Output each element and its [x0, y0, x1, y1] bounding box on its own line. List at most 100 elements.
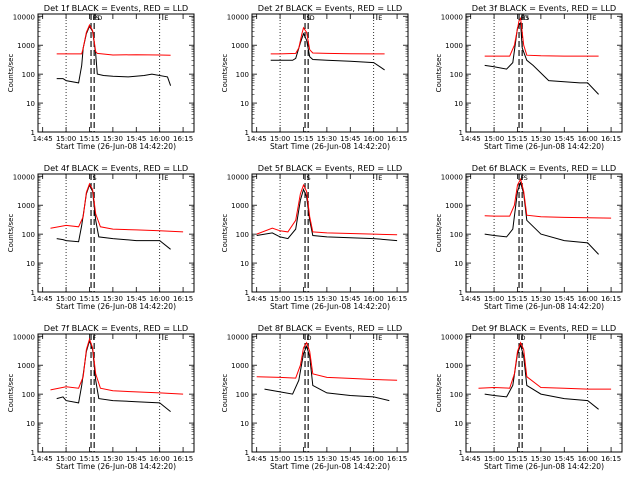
x-tick-label: 15:15 [507, 455, 527, 463]
x-tick-label: 14:45 [33, 135, 53, 143]
x-axis-label: Start Time (26-Jun-08 14:42:20) [270, 462, 390, 471]
series-lld-line [56, 23, 171, 56]
orbit-marker-label: D [97, 14, 102, 22]
y-tick-label: 1 [31, 289, 35, 297]
orbit-marker-label: E [592, 334, 596, 342]
y-tick-label: 1 [459, 289, 463, 297]
series-events-line [484, 21, 599, 95]
orbit-marker-label: S [525, 14, 529, 22]
y-tick-label: 10 [240, 420, 249, 428]
y-tick-label: 100 [450, 71, 463, 79]
x-tick-label: 15:45 [126, 295, 146, 303]
y-tick-label: 1 [459, 449, 463, 457]
x-tick-label: 15:45 [340, 135, 360, 143]
x-tick-label: 15:00 [56, 455, 76, 463]
x-tick-label: 15:00 [484, 135, 504, 143]
x-tick-label: 15:00 [484, 455, 504, 463]
y-tick-label: 10000 [13, 333, 35, 341]
x-tick-label: 15:30 [317, 455, 337, 463]
panel-4: Det 4f BLACK = Events, RED = LLD 1 10 100 10… [7, 163, 195, 311]
x-tick-label: 15:00 [484, 295, 504, 303]
y-tick-label: 10 [454, 420, 463, 428]
series-lld-line [484, 16, 599, 57]
x-tick-label: 14:45 [461, 135, 481, 143]
x-tick-label: 15:45 [340, 455, 360, 463]
x-tick-label: 15:00 [56, 295, 76, 303]
x-axis-label: Start Time (26-Jun-08 14:42:20) [484, 142, 604, 151]
series-events-line [56, 183, 171, 250]
panel-title: Det 5f BLACK = Events, RED = LLD [258, 163, 402, 173]
orbit-marker-label: S [307, 14, 311, 22]
panel-title: Det 2f BLACK = Events, RED = LLD [258, 3, 402, 13]
x-tick-label: 16:00 [578, 455, 598, 463]
x-tick-label: 16:15 [387, 135, 407, 143]
y-tick-label: 10 [240, 260, 249, 268]
x-tick-label: 15:30 [103, 135, 123, 143]
orbit-marker-label: E [164, 334, 168, 342]
y-tick-label: 1000 [231, 362, 249, 370]
x-axis-label: Start Time (26-Jun-08 14:42:20) [270, 142, 390, 151]
series-events-line [56, 25, 172, 86]
panel-5: Det 5f BLACK = Events, RED = LLD 1 10 100 10… [221, 163, 409, 311]
x-tick-label: 16:00 [150, 455, 170, 463]
series-events-line [270, 32, 385, 71]
x-axis-label: Start Time (26-Jun-08 14:42:20) [56, 462, 176, 471]
orbit-marker-label: S [524, 174, 528, 182]
x-tick-label: 14:45 [33, 455, 53, 463]
plot-frame [37, 173, 195, 293]
plot-frame [251, 173, 409, 293]
panel-6: Det 6f BLACK = Events, RED = LLD 1 10 100 10… [435, 163, 623, 311]
y-tick-label: 10 [26, 260, 35, 268]
y-tick-label: 100 [22, 71, 35, 79]
y-tick-label: 1 [459, 129, 463, 137]
x-tick-label: 15:45 [554, 455, 574, 463]
y-axis-label: Counts/sec [7, 214, 15, 253]
x-tick-label: 15:45 [554, 295, 574, 303]
x-tick-label: 16:15 [173, 135, 193, 143]
y-tick-label: 10000 [227, 13, 249, 21]
x-tick-label: 16:15 [173, 455, 193, 463]
y-tick-label: 1000 [231, 202, 249, 210]
x-tick-label: 15:00 [56, 135, 76, 143]
y-tick-label: 10000 [13, 13, 35, 21]
y-axis-label: Counts/sec [221, 54, 229, 93]
x-axis-label: Start Time (26-Jun-08 14:42:20) [484, 302, 604, 311]
y-tick-label: 1 [245, 289, 249, 297]
y-tick-label: 1000 [445, 362, 463, 370]
plot-frame [251, 13, 409, 133]
y-tick-label: 1000 [17, 42, 35, 50]
series-events-line [484, 181, 599, 255]
y-tick-label: 100 [22, 231, 35, 239]
x-tick-label: 16:00 [364, 135, 384, 143]
x-tick-label: 16:15 [387, 455, 407, 463]
x-tick-label: 16:00 [364, 295, 384, 303]
y-tick-label: 10 [26, 100, 35, 108]
x-tick-label: 15:15 [507, 135, 527, 143]
x-tick-label: 15:30 [103, 295, 123, 303]
x-tick-label: 14:45 [247, 135, 267, 143]
x-tick-label: 15:30 [103, 455, 123, 463]
y-tick-label: 10000 [227, 173, 249, 181]
orbit-marker-label: E [164, 174, 168, 182]
x-axis-label: Start Time (26-Jun-08 14:42:20) [56, 302, 176, 311]
panel-title: Det 8f BLACK = Events, RED = LLD [258, 323, 402, 333]
y-tick-label: 100 [22, 391, 35, 399]
x-tick-label: 15:00 [270, 135, 290, 143]
x-tick-label: 15:45 [126, 135, 146, 143]
x-tick-label: 15:30 [317, 295, 337, 303]
series-lld-line [50, 182, 184, 233]
y-tick-label: 1000 [231, 42, 249, 50]
y-tick-label: 100 [236, 231, 249, 239]
x-tick-label: 16:15 [601, 295, 621, 303]
y-tick-label: 1 [31, 449, 35, 457]
x-tick-label: 15:15 [293, 295, 313, 303]
x-tick-label: 14:45 [247, 455, 267, 463]
orbit-marker-label: D [307, 334, 312, 342]
orbit-marker-label: E [378, 334, 382, 342]
panel-3: Det 3f BLACK = Events, RED = LLD 1 10 100 10… [435, 3, 623, 151]
plot-frame [37, 13, 195, 133]
series-lld-line [270, 26, 385, 55]
x-axis-label: Start Time (26-Jun-08 14:42:20) [484, 462, 604, 471]
panel-title: Det 4f BLACK = Events, RED = LLD [44, 163, 188, 173]
